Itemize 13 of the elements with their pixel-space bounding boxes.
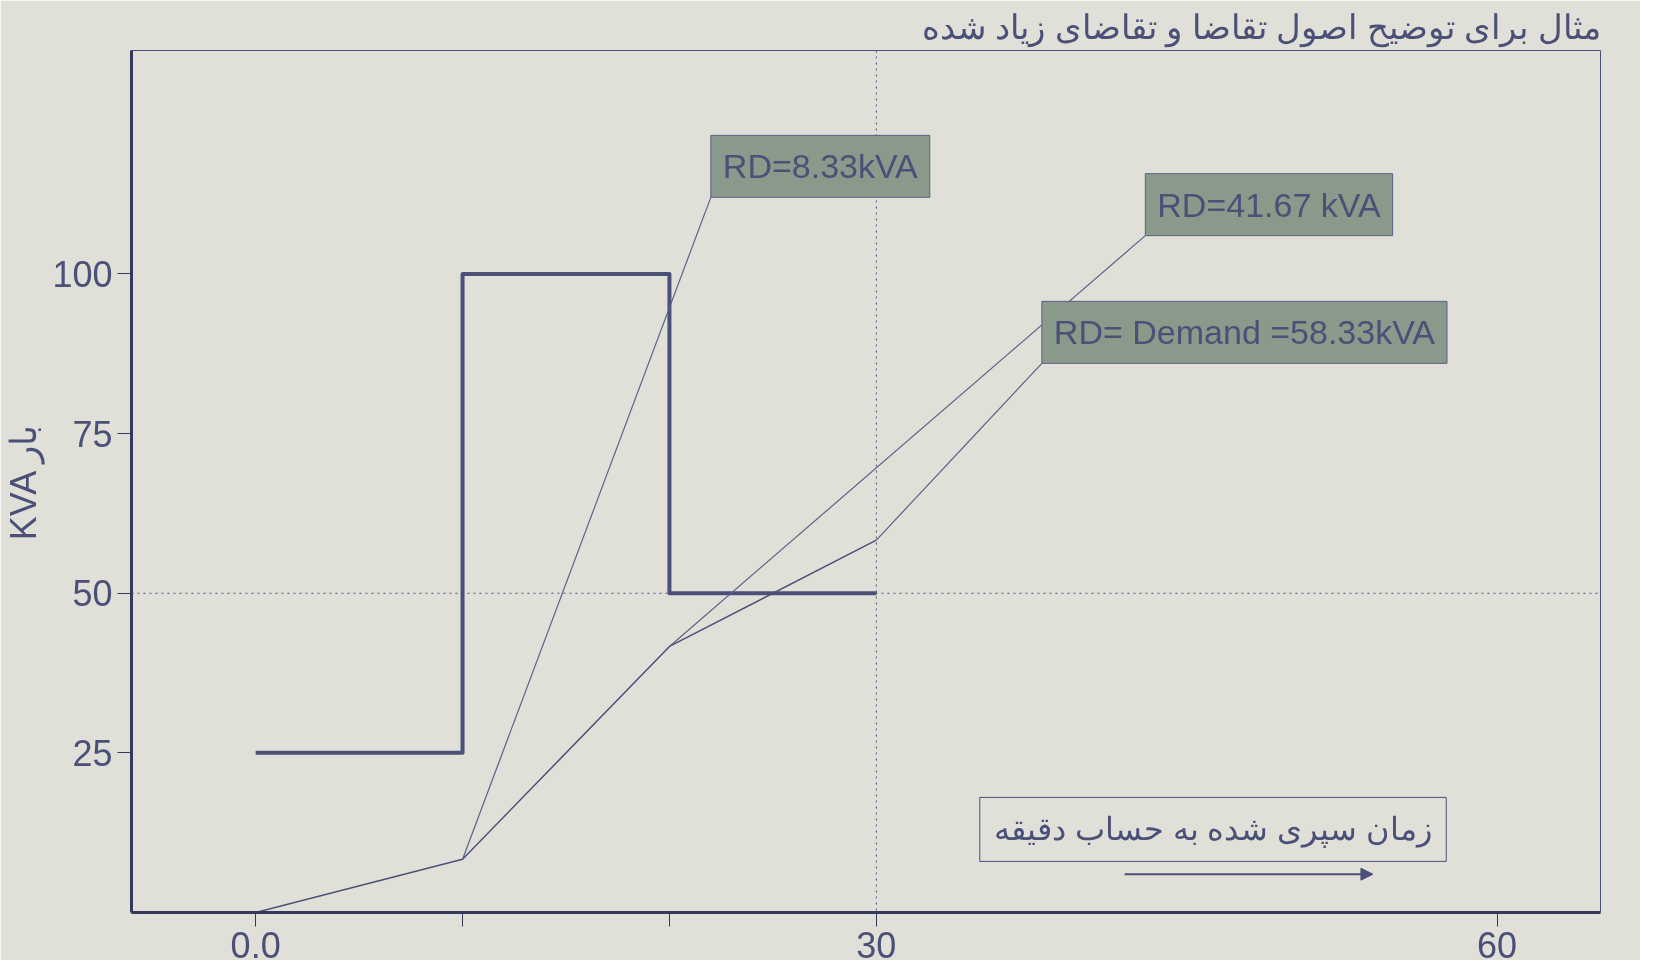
y-tick-label: 75: [72, 413, 113, 455]
y-tick-label: 50: [72, 573, 113, 615]
annotation: RD=41.67 kVA: [1157, 185, 1381, 224]
chart-title: مثال برای توضیح اصول تقاضا و تقاضای زیاد شده: [921, 7, 1601, 48]
x-tick-label: 60: [1477, 924, 1518, 966]
x-tick-label: 0.0: [230, 924, 281, 966]
y-axis-title: KVA بار: [3, 424, 46, 541]
annotation: RD= Demand =58.33kVA: [1053, 313, 1436, 352]
annotation: RD=8.33kVA: [722, 147, 919, 186]
y-tick-label: 100: [52, 253, 113, 295]
y-tick-label: 25: [72, 732, 113, 774]
x-axis-title: زمان سپری شده به حساب دقیقه: [993, 811, 1433, 849]
x-tick-label: 30: [856, 924, 897, 966]
